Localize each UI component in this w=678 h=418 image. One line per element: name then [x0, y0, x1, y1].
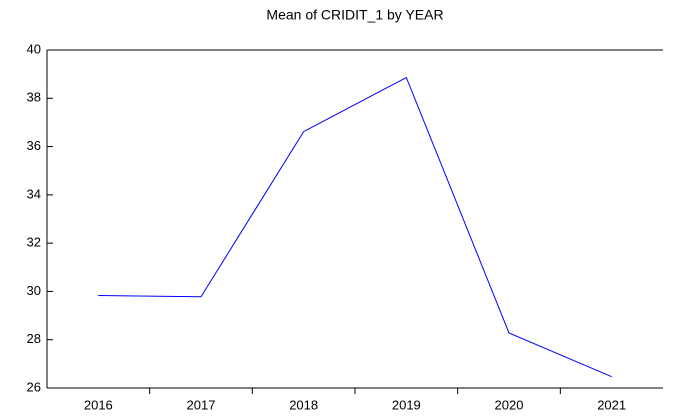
- y-tick-label: 30: [27, 283, 41, 298]
- x-tick-label: 2020: [495, 397, 524, 412]
- x-tick-label: 2016: [84, 397, 113, 412]
- x-tick-label: 2021: [597, 397, 626, 412]
- y-tick-label: 32: [27, 235, 41, 250]
- y-tick-label: 28: [27, 331, 41, 346]
- y-tick-label: 36: [27, 138, 41, 153]
- x-tick-label: 2017: [187, 397, 216, 412]
- y-tick-label: 26: [27, 379, 41, 394]
- y-tick-label: 40: [27, 41, 41, 56]
- line-series: [98, 76, 612, 378]
- y-tick-label: 34: [27, 186, 41, 201]
- y-tick-label: 38: [27, 90, 41, 105]
- chart-title: Mean of CRIDIT_1 by YEAR: [266, 7, 443, 23]
- x-tick-label: 2019: [392, 397, 421, 412]
- x-tick-label: 2018: [289, 397, 318, 412]
